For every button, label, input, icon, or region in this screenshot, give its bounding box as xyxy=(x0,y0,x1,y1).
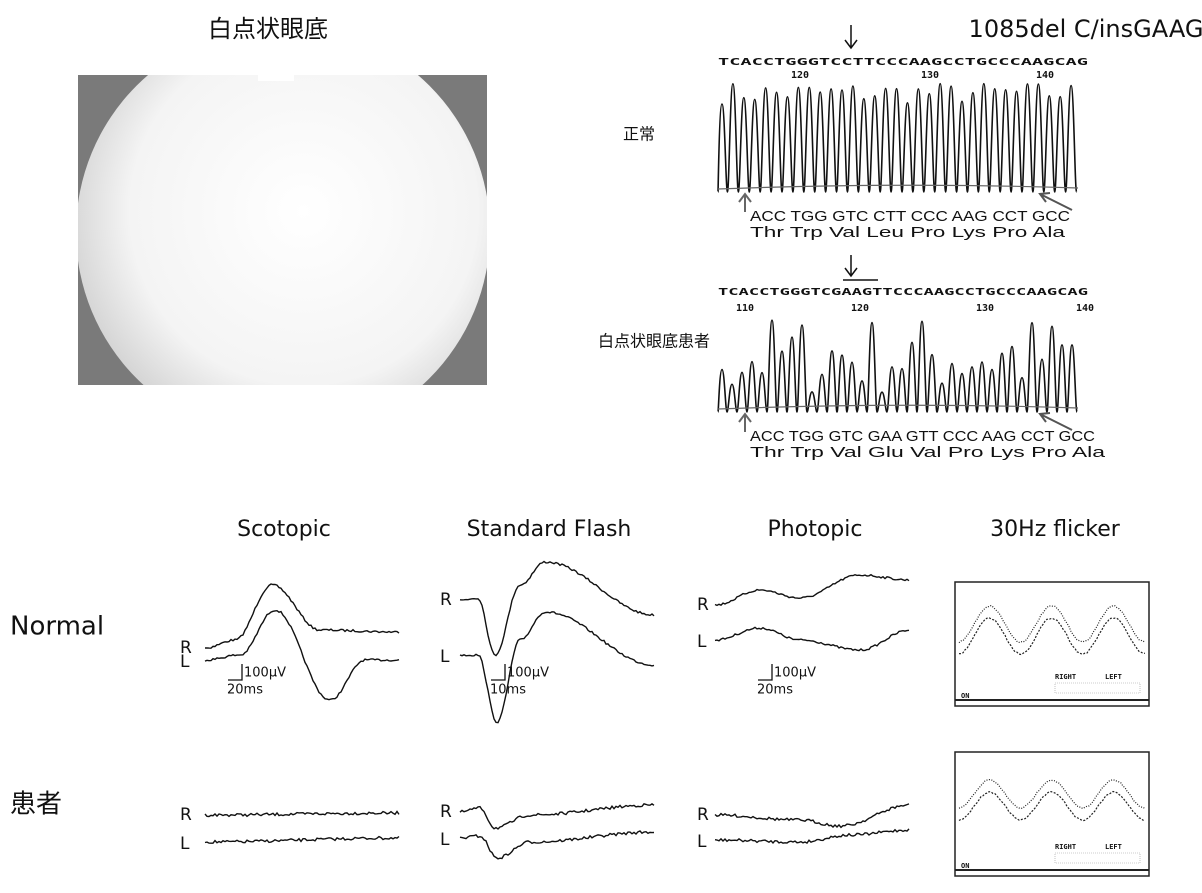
sample-label: 白点状眼底患者 xyxy=(598,332,710,351)
erg-trace xyxy=(715,575,909,606)
erg-trace xyxy=(460,804,654,829)
column-title: Scotopic xyxy=(237,517,331,542)
position: 120 xyxy=(791,70,809,81)
sequence: TCACCTGGGTCGAAGTTCCCAAGCCTGCCCAAGCAG xyxy=(718,287,1088,298)
erg-trace xyxy=(460,612,654,723)
trace-label: L xyxy=(180,652,190,672)
flicker-frame xyxy=(955,752,1149,876)
trace-label: L xyxy=(697,832,707,852)
amino-acids: Thr Trp Val Leu Pro Lys Pro Ala xyxy=(750,224,1066,241)
scale-amplitude: 100μV xyxy=(507,666,549,681)
flicker-frame xyxy=(955,582,1149,706)
position: 130 xyxy=(976,303,994,314)
codons: ACC TGG GTC GAA GTT CCC AAG CCT GCC xyxy=(750,428,1095,445)
erg-trace xyxy=(205,837,399,844)
trace-label: L xyxy=(180,834,190,854)
flicker-right: RIGHT xyxy=(1055,673,1076,681)
erg-trace xyxy=(715,627,909,650)
scale-amplitude: 100μV xyxy=(774,666,816,681)
figure: 白点状眼底 1085del C/insGAAG 正常 TCACCTGGGTCCTT… xyxy=(0,0,1202,893)
amino-acids: Thr Trp Val Glu Val Pro Lys Pro Ala xyxy=(750,444,1106,461)
scale-amplitude: 100μV xyxy=(244,666,286,681)
arrow xyxy=(845,25,857,48)
row-title: 患者 xyxy=(10,790,62,820)
sequence: TCACCTGGGTCCTTCCCAAGCCTGCCCAAGCAG xyxy=(718,57,1088,68)
scale-time: 20ms xyxy=(227,683,263,698)
flicker-left: LEFT xyxy=(1105,673,1122,681)
erg-trace xyxy=(715,804,909,828)
trace-label: L xyxy=(440,647,450,667)
trace-label: R xyxy=(697,805,709,825)
column-title: Photopic xyxy=(768,517,863,542)
trace-label: L xyxy=(440,830,450,850)
row-title: Normal xyxy=(10,612,104,642)
fundus-notch xyxy=(258,75,294,81)
position: 140 xyxy=(1076,303,1094,314)
erg-trace xyxy=(460,562,654,656)
erg-trace xyxy=(460,831,654,859)
position: 140 xyxy=(1036,70,1054,81)
scale-bar xyxy=(228,664,242,680)
position: 110 xyxy=(736,303,754,314)
arrow xyxy=(843,255,878,280)
scale-bar xyxy=(491,664,505,680)
flicker-on: ON xyxy=(961,692,969,700)
flicker-right: RIGHT xyxy=(1055,843,1076,851)
position: 130 xyxy=(921,70,939,81)
trace-label: R xyxy=(180,805,192,825)
trace-label: R xyxy=(440,802,452,822)
column-title: 30Hz flicker xyxy=(990,517,1121,542)
fundus-image xyxy=(76,25,490,439)
position: 120 xyxy=(851,303,869,314)
scale-time: 10ms xyxy=(490,683,526,698)
column-title: Standard Flash xyxy=(467,517,632,542)
scale-time: 20ms xyxy=(757,683,793,698)
scale-bar xyxy=(758,664,772,680)
erg-trace xyxy=(715,829,909,843)
sequencing: 正常 TCACCTGGGTCCTTCCCAAGCCTGCCCAAGCAG 120 13… xyxy=(598,25,1106,461)
trace-label: L xyxy=(697,632,707,652)
chromatogram xyxy=(718,84,1077,192)
erg-trace xyxy=(205,584,399,648)
flicker-left: LEFT xyxy=(1105,843,1122,851)
sample-label: 正常 xyxy=(623,125,655,144)
chromatogram xyxy=(718,320,1077,412)
mutation-title: 1085del C/insGAAG xyxy=(969,15,1202,43)
fundus-title: 白点状眼底 xyxy=(208,15,328,43)
erg-trace xyxy=(205,812,399,817)
trace-label: R xyxy=(440,590,452,610)
codons: ACC TGG GTC CTT CCC AAG CCT GCC xyxy=(750,208,1070,225)
erg: Scotopic Standard Flash Photopic 30Hz flick… xyxy=(10,517,1149,876)
trace-label: R xyxy=(697,595,709,615)
flicker-on: ON xyxy=(961,862,969,870)
